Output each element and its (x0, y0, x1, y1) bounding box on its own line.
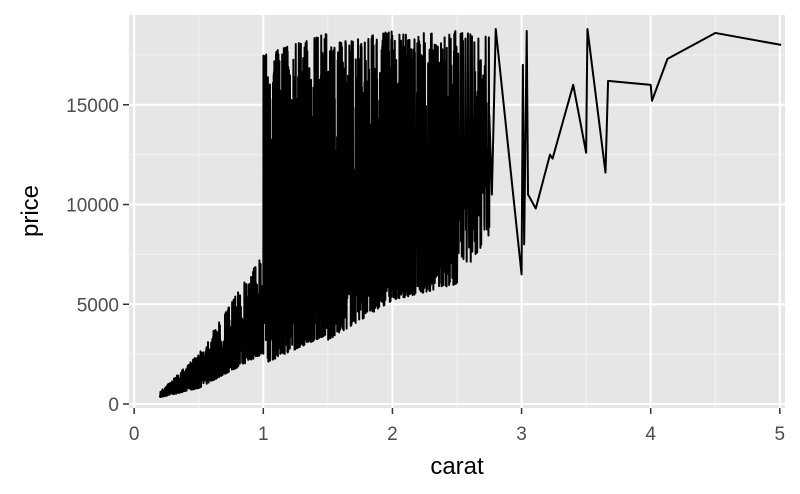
x-tick-label: 1 (258, 424, 269, 445)
x-tick-label: 3 (516, 424, 527, 445)
y-tick-label: 10000 (66, 196, 119, 217)
y-tick-label: 0 (108, 395, 119, 416)
x-axis: 0 1 2 3 4 5 (129, 408, 785, 445)
x-tick-label: 4 (645, 424, 656, 445)
y-tick-label: 5000 (77, 295, 119, 316)
price-series-line (158, 27, 782, 399)
x-tick-label: 5 (775, 424, 786, 445)
x-tick-label: 2 (387, 424, 398, 445)
y-axis: 0 5000 10000 15000 (66, 96, 129, 416)
data-line-group (158, 27, 782, 399)
y-tick-label: 15000 (66, 96, 119, 117)
y-axis-title: price (17, 185, 44, 237)
x-tick-label: 0 (129, 424, 140, 445)
x-axis-title: carat (430, 453, 484, 480)
